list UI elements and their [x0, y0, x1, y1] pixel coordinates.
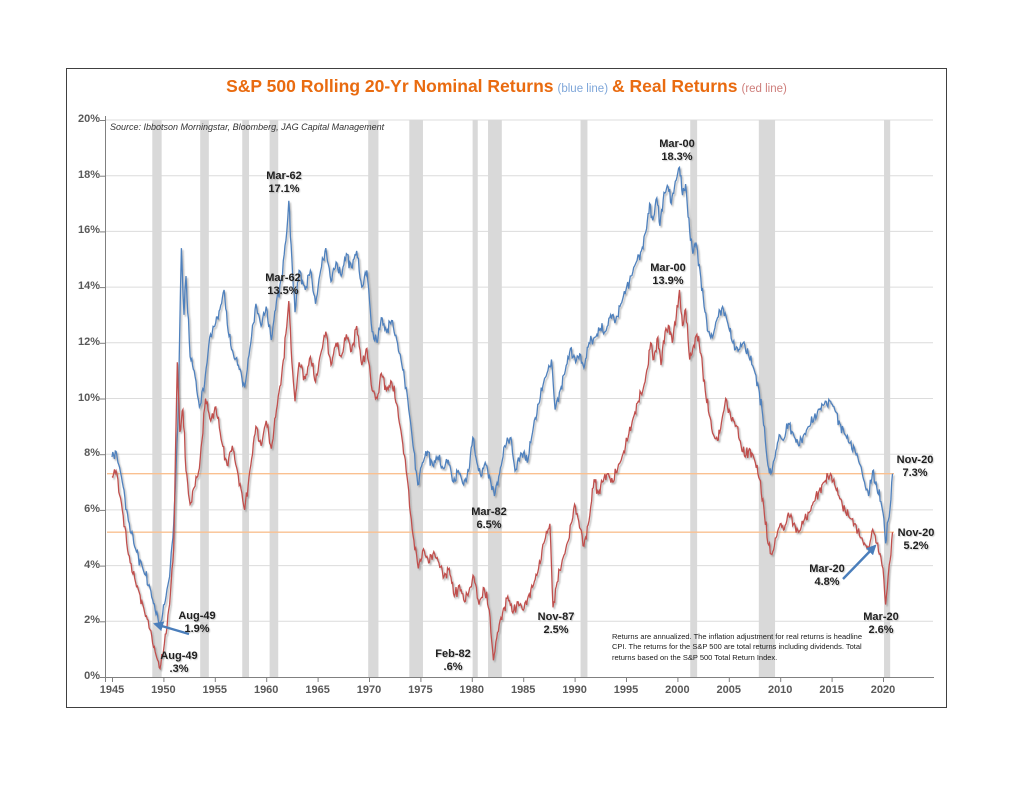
annotation-value: .6%	[443, 661, 463, 673]
recession-band	[409, 120, 423, 677]
annotation-date: Mar-62	[266, 170, 302, 182]
x-tick-label: 1965	[305, 684, 330, 696]
annotation-mar-62-real: Mar-62 13.5%	[265, 272, 300, 298]
annotation-date: Mar-62	[265, 272, 301, 284]
annotation-value: 4.8%	[814, 576, 840, 588]
x-tick-label: 1980	[459, 684, 485, 696]
x-tick-label: 2000	[665, 684, 690, 696]
annotation-date: Mar-82	[471, 506, 507, 518]
annotation-date: Nov-20	[897, 527, 935, 539]
title-red-line-note: (red line)	[741, 83, 787, 95]
annotation-value: 13.5%	[267, 285, 299, 297]
annotation-value: 13.9%	[652, 275, 684, 287]
annotation-value: 2.6%	[868, 624, 894, 636]
x-tick-label: 1955	[202, 684, 228, 696]
annotation-date: Mar-20	[809, 563, 845, 575]
annotation-value: 5.2%	[903, 540, 929, 552]
x-tick-label: 1970	[356, 684, 382, 696]
annotation-value: 1.9%	[184, 623, 210, 635]
recession-band	[580, 120, 588, 677]
y-tick-label: 8%	[84, 447, 100, 460]
annotation-mar-62-nominal: Mar-62 17.1%	[266, 170, 301, 196]
annotation-value: 6.5%	[476, 519, 502, 531]
annotation-mar-00-nominal: Mar-00 18.3%	[659, 138, 694, 164]
x-tick-label: 1945	[99, 684, 125, 696]
annotation-arrow	[842, 544, 877, 580]
y-tick-label: 20%	[77, 113, 100, 125]
annotation-value: 2.5%	[543, 624, 569, 636]
annotation-value: 18.3%	[661, 151, 693, 163]
annotation-date: Mar-00	[650, 262, 686, 274]
recession-band	[200, 120, 209, 677]
y-tick-label: 6%	[84, 502, 100, 515]
annotation-value: 17.1%	[268, 183, 300, 195]
annotation-date: Mar-20	[863, 611, 899, 623]
annotation-mar-20-real: Mar-20 2.6%	[863, 611, 898, 637]
x-tick-label: 2020	[870, 684, 896, 696]
recession-band	[488, 120, 502, 677]
x-tick-label: 2015	[819, 684, 844, 696]
annotation-aug-49-nominal: Aug-49 1.9%	[178, 610, 215, 636]
footnote: Returns are annualized. The inflation ad…	[612, 632, 863, 662]
annotation-date: Mar-00	[659, 138, 695, 150]
annotation-mar-20-nominal: Mar-20 4.8%	[809, 563, 844, 589]
x-tick-label: 1995	[613, 684, 639, 696]
title-real-text: & Real Returns	[612, 76, 738, 96]
chart-title: S&P 500 Rolling 20-Yr Nominal Returns (bl…	[66, 76, 947, 97]
recession-band	[152, 120, 162, 677]
annotation-feb-82-real: Feb-82.6%	[435, 648, 470, 674]
y-tick-label: 10%	[77, 391, 100, 404]
recession-band	[472, 120, 478, 677]
annotation-value: 7.3%	[902, 467, 928, 479]
annotation-mar-00-real: Mar-00 13.9%	[650, 262, 685, 288]
x-tick-label: 1975	[408, 684, 433, 696]
real-line	[111, 289, 894, 671]
title-nominal-text: S&P 500 Rolling 20-Yr Nominal Returns	[226, 76, 554, 96]
x-tick-label: 2010	[767, 684, 793, 696]
recession-band	[242, 120, 250, 677]
annotation-date: Aug-49	[178, 610, 216, 622]
y-tick-label: 16%	[77, 224, 100, 237]
annotation-value: .3%	[169, 663, 189, 675]
annotation-date: Nov-20	[896, 454, 934, 466]
source-note: Source: Ibbotson Morningstar, Bloomberg,…	[110, 122, 385, 132]
y-tick-label: 4%	[84, 558, 100, 571]
annotation-date: Feb-82	[435, 648, 471, 660]
annotation-nov-20-nominal: Nov-20 7.3%	[897, 454, 934, 480]
x-tick-label: 1990	[562, 684, 587, 696]
annotation-arrow	[153, 621, 190, 636]
annotation-aug-49-real: Aug-49.3%	[160, 650, 197, 676]
annotation-date: Aug-49	[160, 650, 198, 662]
x-tick-label: 1960	[253, 684, 279, 696]
recession-band	[884, 120, 891, 677]
y-tick-label: 0%	[84, 670, 100, 682]
x-tick-label: 2005	[716, 684, 742, 696]
recession-band	[690, 120, 698, 677]
recession-band	[368, 120, 379, 677]
y-tick-label: 18%	[77, 168, 100, 181]
annotation-mar-82-nominal: Mar-82 6.5%	[471, 506, 506, 532]
y-tick-label: 14%	[77, 280, 100, 293]
y-tick-label: 12%	[77, 335, 100, 348]
annotation-date: Nov-87	[537, 611, 575, 623]
y-tick-label: 2%	[84, 614, 100, 627]
annotation-nov-87-real: Nov-87 2.5%	[538, 611, 575, 637]
recession-band	[269, 120, 279, 677]
x-tick-label: 1985	[510, 684, 536, 696]
recession-band	[758, 120, 776, 677]
annotation-nov-20-real: Nov-20 5.2%	[898, 527, 935, 553]
nominal-line	[111, 165, 894, 626]
x-tick-label: 1950	[151, 684, 176, 696]
title-blue-line-note: (blue line)	[557, 83, 609, 95]
